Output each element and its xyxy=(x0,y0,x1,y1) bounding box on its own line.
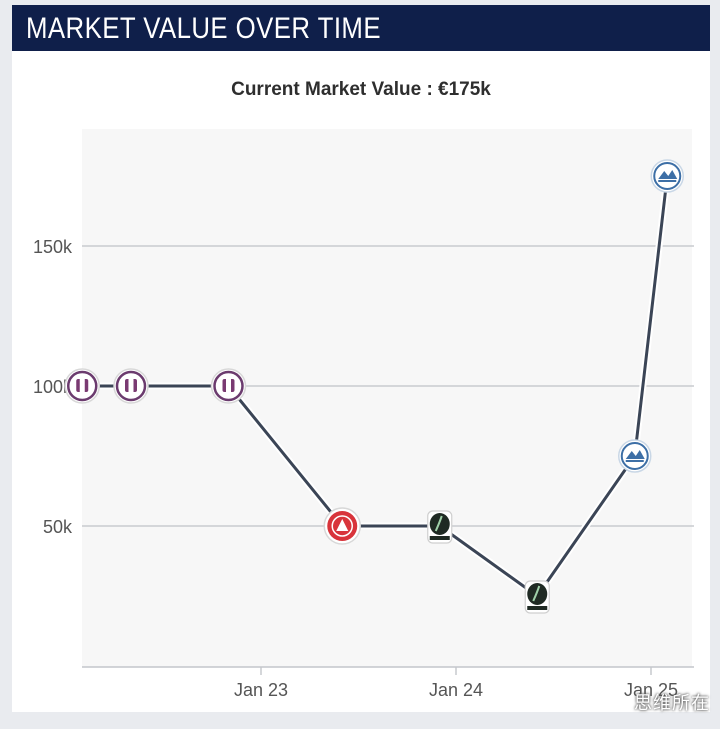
section-header: MARKET VALUE OVER TIME xyxy=(12,5,710,51)
chart-title: Current Market Value : €175k xyxy=(231,79,491,100)
x-tick-label: Jan 23 xyxy=(234,680,288,700)
austria-lustenau-crest-icon xyxy=(210,368,247,404)
market-value-chart: 50k 100k 150k Jan 23 Jan 24 Jan 25 xyxy=(33,129,694,700)
x-tick-label: Jan 24 xyxy=(429,680,483,700)
chart-card: Current Market Value : €175k 50k 100k 150k… xyxy=(12,51,710,712)
blue-club-crest-icon xyxy=(618,439,652,473)
section-title: MARKET VALUE OVER TIME xyxy=(26,12,381,45)
austria-lustenau-crest-icon xyxy=(64,368,100,404)
ried-crest-icon xyxy=(427,510,453,544)
ried-crest-icon xyxy=(524,580,550,614)
y-tick-label: 100k xyxy=(33,377,73,397)
plot-area xyxy=(82,129,692,667)
watermark: 思维所在 xyxy=(634,693,710,714)
y-tick-label: 150k xyxy=(33,237,73,257)
austria-lustenau-crest-icon xyxy=(113,368,149,404)
red-club-crest-icon xyxy=(323,507,361,545)
y-tick-label: 50k xyxy=(43,517,73,537)
x-tick-label: Jan 25 xyxy=(624,680,678,700)
blue-club-crest-icon xyxy=(650,159,684,193)
